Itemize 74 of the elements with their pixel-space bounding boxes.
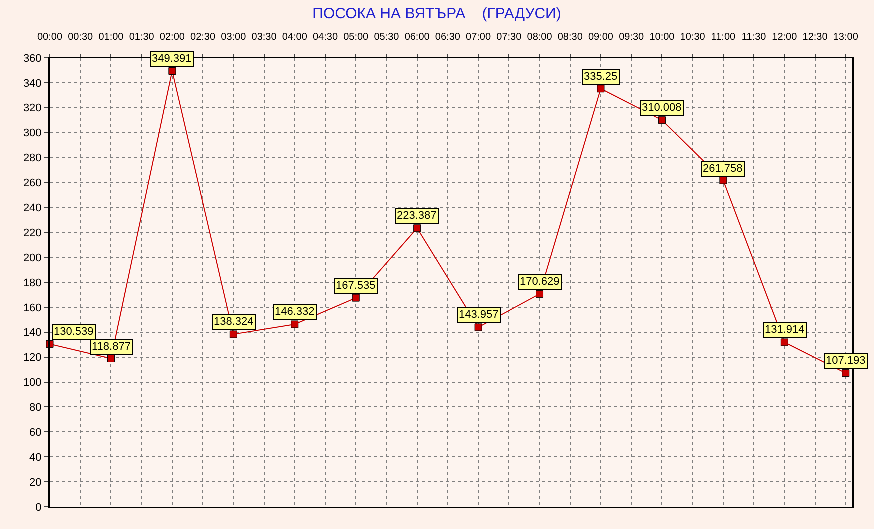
point	[168, 67, 176, 75]
y-tick-label: 20	[30, 476, 42, 489]
point	[780, 338, 788, 346]
x-tick-label: 00:00	[37, 32, 63, 43]
y-tick-label: 220	[23, 227, 42, 240]
data-label: 143.957	[459, 309, 499, 321]
x-tick-label: 09:30	[619, 32, 645, 43]
x-tick-label: 03:30	[252, 32, 278, 43]
y-tick-label: 320	[23, 102, 42, 115]
data-label: 167.535	[336, 280, 376, 292]
point	[474, 324, 482, 332]
x-tick-label: 10:30	[680, 32, 706, 43]
data-label: 170.629	[520, 276, 560, 288]
y-tick-label: 60	[30, 427, 42, 440]
y-tick-label: 240	[23, 202, 42, 215]
x-tick-label: 12:30	[802, 32, 828, 43]
x-tick-label: 10:00	[650, 32, 676, 43]
x-tick-label: 06:00	[404, 32, 430, 43]
y-tick-label: 180	[23, 277, 42, 290]
x-tick-label: 07:00	[466, 32, 492, 43]
x-tick-label: 02:30	[190, 32, 216, 43]
point	[536, 290, 544, 298]
point	[291, 320, 299, 328]
data-label: 138.324	[214, 316, 254, 328]
y-tick-label: 40	[30, 452, 42, 464]
point	[414, 224, 422, 232]
x-tick-label: 08:00	[527, 32, 553, 43]
y-tick-label: 300	[23, 128, 42, 140]
point	[658, 116, 666, 124]
y-tick-label: 200	[23, 252, 42, 264]
data-label: 335.25	[584, 71, 618, 83]
point	[107, 354, 115, 362]
y-tick-label: 260	[23, 178, 42, 190]
point	[597, 85, 605, 93]
x-tick-label: 07:30	[496, 32, 522, 43]
y-tick-label: 80	[30, 402, 42, 414]
data-label: 131.914	[765, 324, 805, 336]
y-tick-label: 360	[23, 52, 42, 65]
data-label: 310.008	[642, 102, 682, 114]
x-tick-label: 12:00	[772, 32, 798, 43]
y-tick-label: 340	[23, 78, 42, 90]
point	[352, 294, 360, 302]
x-tick-label: 01:30	[129, 32, 155, 43]
data-label: 223.387	[397, 210, 437, 222]
x-tick-label: 01:00	[98, 32, 124, 43]
y-tick-label: 0	[36, 502, 42, 514]
x-tick-label: 02:00	[160, 32, 186, 43]
x-tick-label: 05:00	[344, 32, 370, 43]
data-label: 349.391	[152, 53, 192, 65]
y-tick-label: 160	[23, 302, 42, 314]
point	[842, 370, 850, 378]
x-tick-label: 06:30	[435, 32, 461, 43]
x-tick-label: 09:00	[588, 32, 614, 43]
x-tick-label: 11:30	[742, 32, 767, 43]
x-tick-label: 00:30	[68, 32, 94, 43]
data-label: 118.877	[92, 341, 131, 353]
data-label: 146.332	[275, 306, 315, 318]
chart-title: ПОСОКА НА ВЯТЪРА (ГРАДУСИ)	[312, 5, 562, 22]
x-tick-label: 05:30	[374, 32, 400, 43]
x-tick-label: 04:00	[282, 32, 308, 43]
y-tick-label: 280	[23, 152, 42, 165]
data-label: 130.539	[54, 326, 94, 338]
x-tick-label: 04:30	[312, 32, 338, 43]
point	[230, 330, 238, 338]
x-tick-label: 03:00	[221, 32, 247, 43]
y-tick-label: 140	[23, 327, 42, 340]
x-tick-label: 08:30	[558, 32, 584, 43]
x-tick-label: 13:00	[833, 32, 859, 43]
y-tick-label: 100	[23, 377, 42, 390]
point	[720, 176, 728, 184]
x-tick-label: 11:00	[711, 32, 736, 43]
data-label: 107.193	[826, 355, 866, 367]
data-label: 261.758	[703, 163, 743, 175]
y-tick-label: 120	[23, 352, 42, 364]
